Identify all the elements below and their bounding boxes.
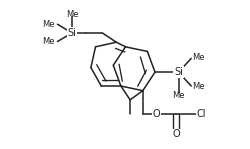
Text: O: O: [172, 129, 179, 139]
Text: Si: Si: [174, 67, 182, 77]
Text: Me: Me: [42, 37, 54, 46]
Text: Si: Si: [67, 28, 76, 38]
Text: Cl: Cl: [196, 109, 206, 119]
Text: Me: Me: [172, 91, 184, 100]
Text: Me: Me: [66, 10, 78, 19]
Text: Me: Me: [42, 20, 54, 29]
Text: Me: Me: [192, 82, 204, 91]
Text: Me: Me: [192, 53, 204, 62]
Text: O: O: [152, 109, 160, 119]
